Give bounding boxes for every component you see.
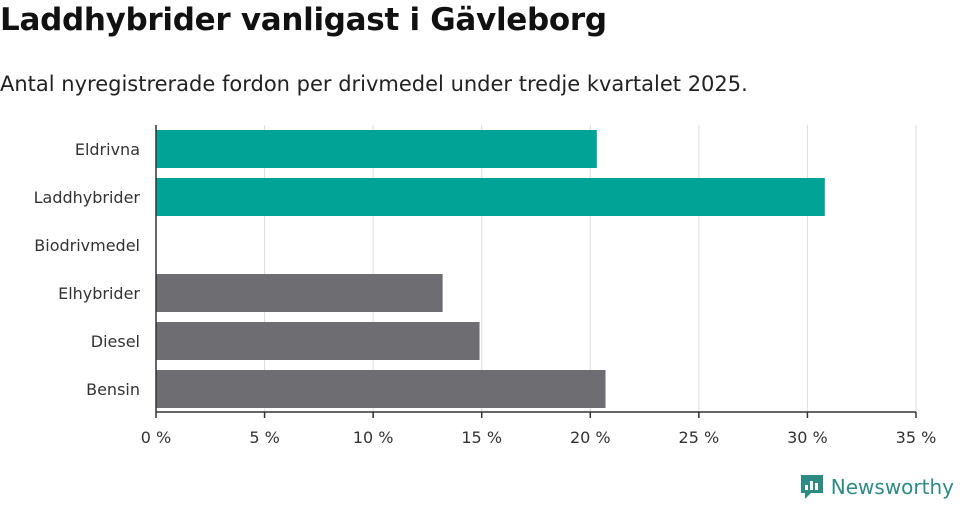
category-label-biodrivmedel: Biodrivmedel (34, 236, 140, 255)
category-label-diesel: Diesel (91, 332, 140, 351)
newsworthy-logo: Newsworthy (799, 473, 954, 501)
chart-title: Laddhybrider vanligast i Gävleborg (0, 2, 607, 38)
x-tick-label-10: 10 % (353, 428, 394, 447)
bar-elhybrider (156, 274, 443, 312)
category-label-laddhybrider: Laddhybrider (34, 188, 141, 207)
chart-subtitle: Antal nyregistrerade fordon per drivmede… (0, 72, 748, 96)
category-label-bensin: Bensin (86, 380, 140, 399)
x-tick-label-20: 20 % (570, 428, 611, 447)
brand-name: Newsworthy (830, 475, 954, 499)
x-tick-label-5: 5 % (249, 428, 279, 447)
x-tick-label-15: 15 % (461, 428, 502, 447)
x-tick-label-30: 30 % (787, 428, 828, 447)
bar-diesel (156, 322, 480, 360)
x-tick-label-25: 25 % (679, 428, 720, 447)
bar-laddhybrider (156, 178, 825, 216)
category-label-eldrivna: Eldrivna (75, 140, 140, 159)
category-label-elhybrider: Elhybrider (58, 284, 140, 303)
x-tick-label-35: 35 % (896, 428, 937, 447)
x-tick-label-0: 0 % (141, 428, 171, 447)
bar-bensin (156, 370, 606, 408)
bar-eldrivna (156, 130, 597, 168)
newsworthy-logo-icon (800, 475, 823, 499)
